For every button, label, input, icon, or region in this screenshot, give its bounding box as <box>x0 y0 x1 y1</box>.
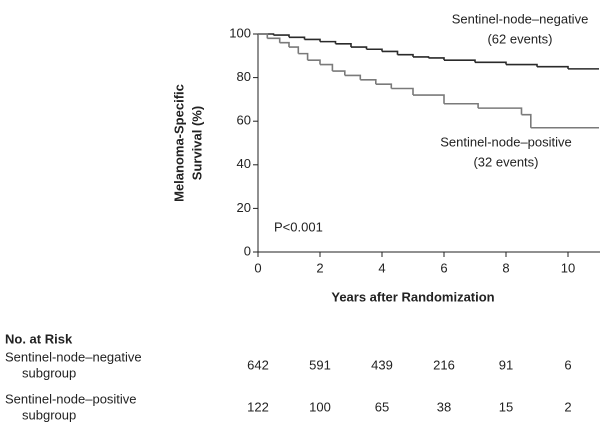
y-tick-label: 80 <box>237 69 251 84</box>
survival-step <box>335 43 352 48</box>
x-axis-label: Years after Randomization <box>331 289 494 304</box>
y-tick-label: 60 <box>237 113 251 128</box>
x-tick-label: 4 <box>378 260 385 275</box>
survival-step <box>304 38 321 42</box>
y-axis-label: Survival (%) <box>189 106 204 180</box>
survival-step <box>413 94 445 104</box>
survival-step <box>375 83 393 89</box>
risk-title: No. at Risk <box>5 331 73 346</box>
survival-step <box>444 102 479 109</box>
x-tick-label: 2 <box>316 260 323 275</box>
risk-value: 642 <box>247 357 269 372</box>
risk-value: 216 <box>433 357 455 372</box>
survival-step <box>332 70 346 76</box>
y-tick-label: 20 <box>237 200 251 215</box>
survival-step <box>320 40 337 44</box>
y-tick-label: 100 <box>229 25 251 40</box>
survival-step <box>428 57 445 61</box>
x-tick-label: 0 <box>254 260 261 275</box>
risk-value: 2 <box>564 399 571 414</box>
series-label: Sentinel-node–negative <box>452 11 589 26</box>
survival-step <box>521 113 532 128</box>
survival-step <box>382 50 399 55</box>
risk-row-label: subgroup <box>22 407 76 422</box>
survival-step <box>258 33 269 39</box>
survival-step <box>273 34 290 38</box>
survival-step <box>478 107 523 115</box>
y-tick-label: 40 <box>237 156 251 171</box>
risk-value: 6 <box>564 357 571 372</box>
series-label: (32 events) <box>473 154 538 169</box>
risk-value: 15 <box>499 399 513 414</box>
survival-step <box>391 87 414 96</box>
risk-row-label: Sentinel-node–negative <box>5 349 142 364</box>
x-tick-label: 8 <box>502 260 509 275</box>
risk-value: 100 <box>309 399 331 414</box>
risk-row-label: subgroup <box>22 365 76 380</box>
series-label: Sentinel-node–positive <box>440 134 572 149</box>
risk-value: 122 <box>247 399 269 414</box>
survival-step <box>360 78 377 85</box>
survival-step <box>289 46 300 54</box>
x-tick-label: 6 <box>440 260 447 275</box>
survival-step <box>320 63 334 72</box>
x-tick-label: 10 <box>561 260 575 275</box>
survival-step <box>351 46 368 50</box>
risk-row-label: Sentinel-node–positive <box>5 391 137 406</box>
survival-step <box>298 52 309 61</box>
risk-value: 91 <box>499 357 513 372</box>
risk-value: 591 <box>309 357 331 372</box>
risk-value: 439 <box>371 357 393 372</box>
survival-step <box>366 48 383 52</box>
survival-step <box>344 74 362 80</box>
survival-step <box>289 36 306 40</box>
survival-step <box>307 59 321 65</box>
y-tick-label: 0 <box>244 243 251 258</box>
survival-step <box>475 61 507 65</box>
survival-step <box>444 59 476 63</box>
survival-step <box>413 56 430 58</box>
y-axis-label: Melanoma-Specific <box>171 84 186 202</box>
survival-step <box>506 63 538 67</box>
survival-step <box>267 37 281 43</box>
risk-value: 65 <box>375 399 389 414</box>
series-label: (62 events) <box>487 31 552 46</box>
risk-value: 38 <box>437 399 451 414</box>
survival-step <box>279 41 290 48</box>
p-value: P<0.001 <box>274 219 323 234</box>
survival-step <box>537 65 569 69</box>
survival-step <box>397 53 414 57</box>
